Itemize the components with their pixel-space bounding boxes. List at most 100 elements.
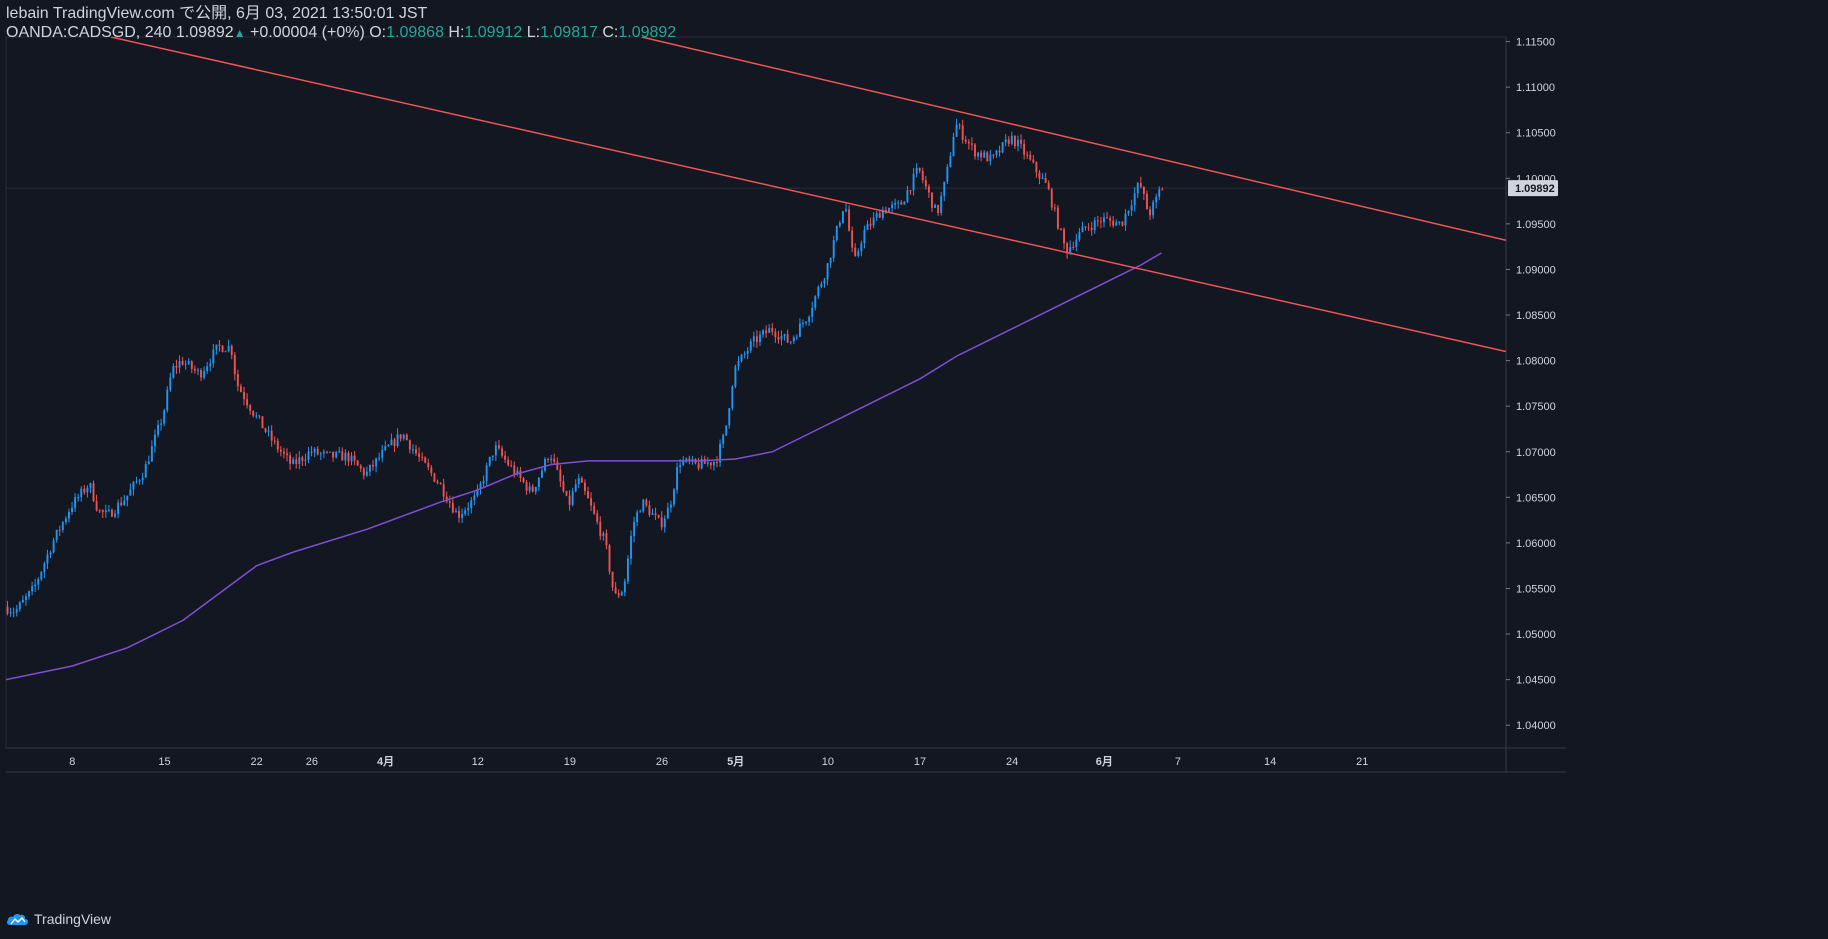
candle-up [129, 489, 132, 496]
candle-down [332, 451, 335, 458]
candle-down [1072, 246, 1075, 248]
candle-down [611, 571, 614, 588]
time-tick-label: 5月 [727, 755, 744, 768]
candle-up [52, 540, 55, 553]
symbol-label: OANDA:CADSGD, 240 [6, 24, 172, 41]
candle-up [313, 448, 316, 453]
candle-up [860, 243, 863, 252]
candle-up [749, 341, 752, 351]
time-tick-label: 4月 [377, 755, 394, 768]
candle-down [617, 593, 620, 596]
candle-down [279, 449, 282, 452]
candle-up [215, 344, 218, 350]
open-value: 1.09868 [386, 24, 444, 41]
candle-down [1023, 143, 1026, 155]
candle-up [620, 592, 623, 596]
candle-down [580, 478, 583, 483]
candle-down [1038, 172, 1041, 179]
candle-down [1096, 220, 1099, 222]
candle-down [1149, 209, 1151, 216]
candle-down [645, 499, 648, 506]
candle-up [691, 458, 694, 462]
candle-down [1056, 207, 1059, 229]
candle-up [104, 510, 107, 513]
candle-down [1047, 182, 1050, 190]
candle-down [583, 482, 586, 492]
candle-up [795, 336, 798, 338]
candle-down [252, 410, 255, 416]
candle-up [817, 286, 820, 297]
candle-up [1133, 193, 1136, 206]
candle-down [970, 143, 973, 145]
candle-down [587, 491, 589, 499]
candle-down [967, 141, 970, 144]
candle-down [501, 448, 503, 456]
candle-up [946, 166, 949, 182]
candle-down [660, 517, 663, 528]
candle-down [519, 470, 522, 478]
candle-down [510, 465, 513, 467]
candle-up [25, 596, 27, 600]
candle-down [424, 457, 427, 463]
candle-up [135, 481, 138, 483]
candle-up [68, 511, 70, 519]
open-label: O: [369, 24, 387, 41]
candle-up [77, 497, 80, 499]
candle-up [866, 223, 869, 230]
candle-down [614, 587, 617, 594]
candle-up [636, 512, 639, 523]
candle-down [193, 368, 196, 371]
candle-down [175, 366, 178, 368]
candle-up [875, 213, 878, 218]
candle-down [851, 230, 854, 248]
candle-up [955, 124, 958, 137]
candle-down [436, 481, 439, 483]
candle-up [18, 602, 21, 610]
candle-down [556, 461, 559, 470]
time-tick-label: 17 [914, 756, 926, 768]
candle-down [393, 439, 396, 447]
candle-up [835, 225, 838, 241]
candle-up [141, 477, 144, 481]
candle-up [1093, 220, 1096, 231]
candle-up [731, 386, 734, 409]
candle-up [516, 470, 519, 475]
candle-down [264, 428, 267, 432]
candle-up [114, 513, 116, 517]
candle-up [829, 258, 832, 264]
candle-down [774, 331, 777, 337]
candle-up [1127, 210, 1130, 214]
lower-channel-trendline [110, 37, 1506, 353]
price-tick-label: 1.11500 [1516, 37, 1555, 49]
low-label: L: [526, 24, 541, 41]
candle-up [307, 451, 310, 460]
candle-down [786, 334, 789, 343]
candle-down [986, 152, 989, 162]
candle-up [682, 460, 685, 465]
tradingview-logo[interactable]: TradingView [6, 911, 111, 927]
candle-up [396, 434, 399, 447]
price-tick-label: 1.05000 [1516, 629, 1556, 641]
candle-up [381, 450, 384, 458]
candle-down [6, 606, 9, 614]
candle-down [1029, 154, 1032, 160]
candle-up [633, 522, 636, 537]
candle-down [445, 496, 448, 502]
candle-down [596, 513, 599, 522]
candle-up [676, 467, 679, 490]
candle-up [55, 529, 58, 541]
candle-up [888, 208, 890, 213]
chart-header: lebain TradingView.com で公開, 6月 03, 2021 … [6, 4, 676, 43]
candle-up [187, 361, 190, 364]
time-tick-label: 15 [158, 756, 170, 768]
candle-up [630, 536, 632, 559]
candle-up [390, 439, 393, 446]
candle-up [528, 486, 531, 491]
candle-down [648, 505, 651, 515]
high-label: H: [448, 24, 465, 41]
candle-up [12, 612, 15, 614]
candle-up [740, 354, 743, 361]
plot-area [6, 37, 1506, 681]
candle-up [663, 518, 666, 528]
